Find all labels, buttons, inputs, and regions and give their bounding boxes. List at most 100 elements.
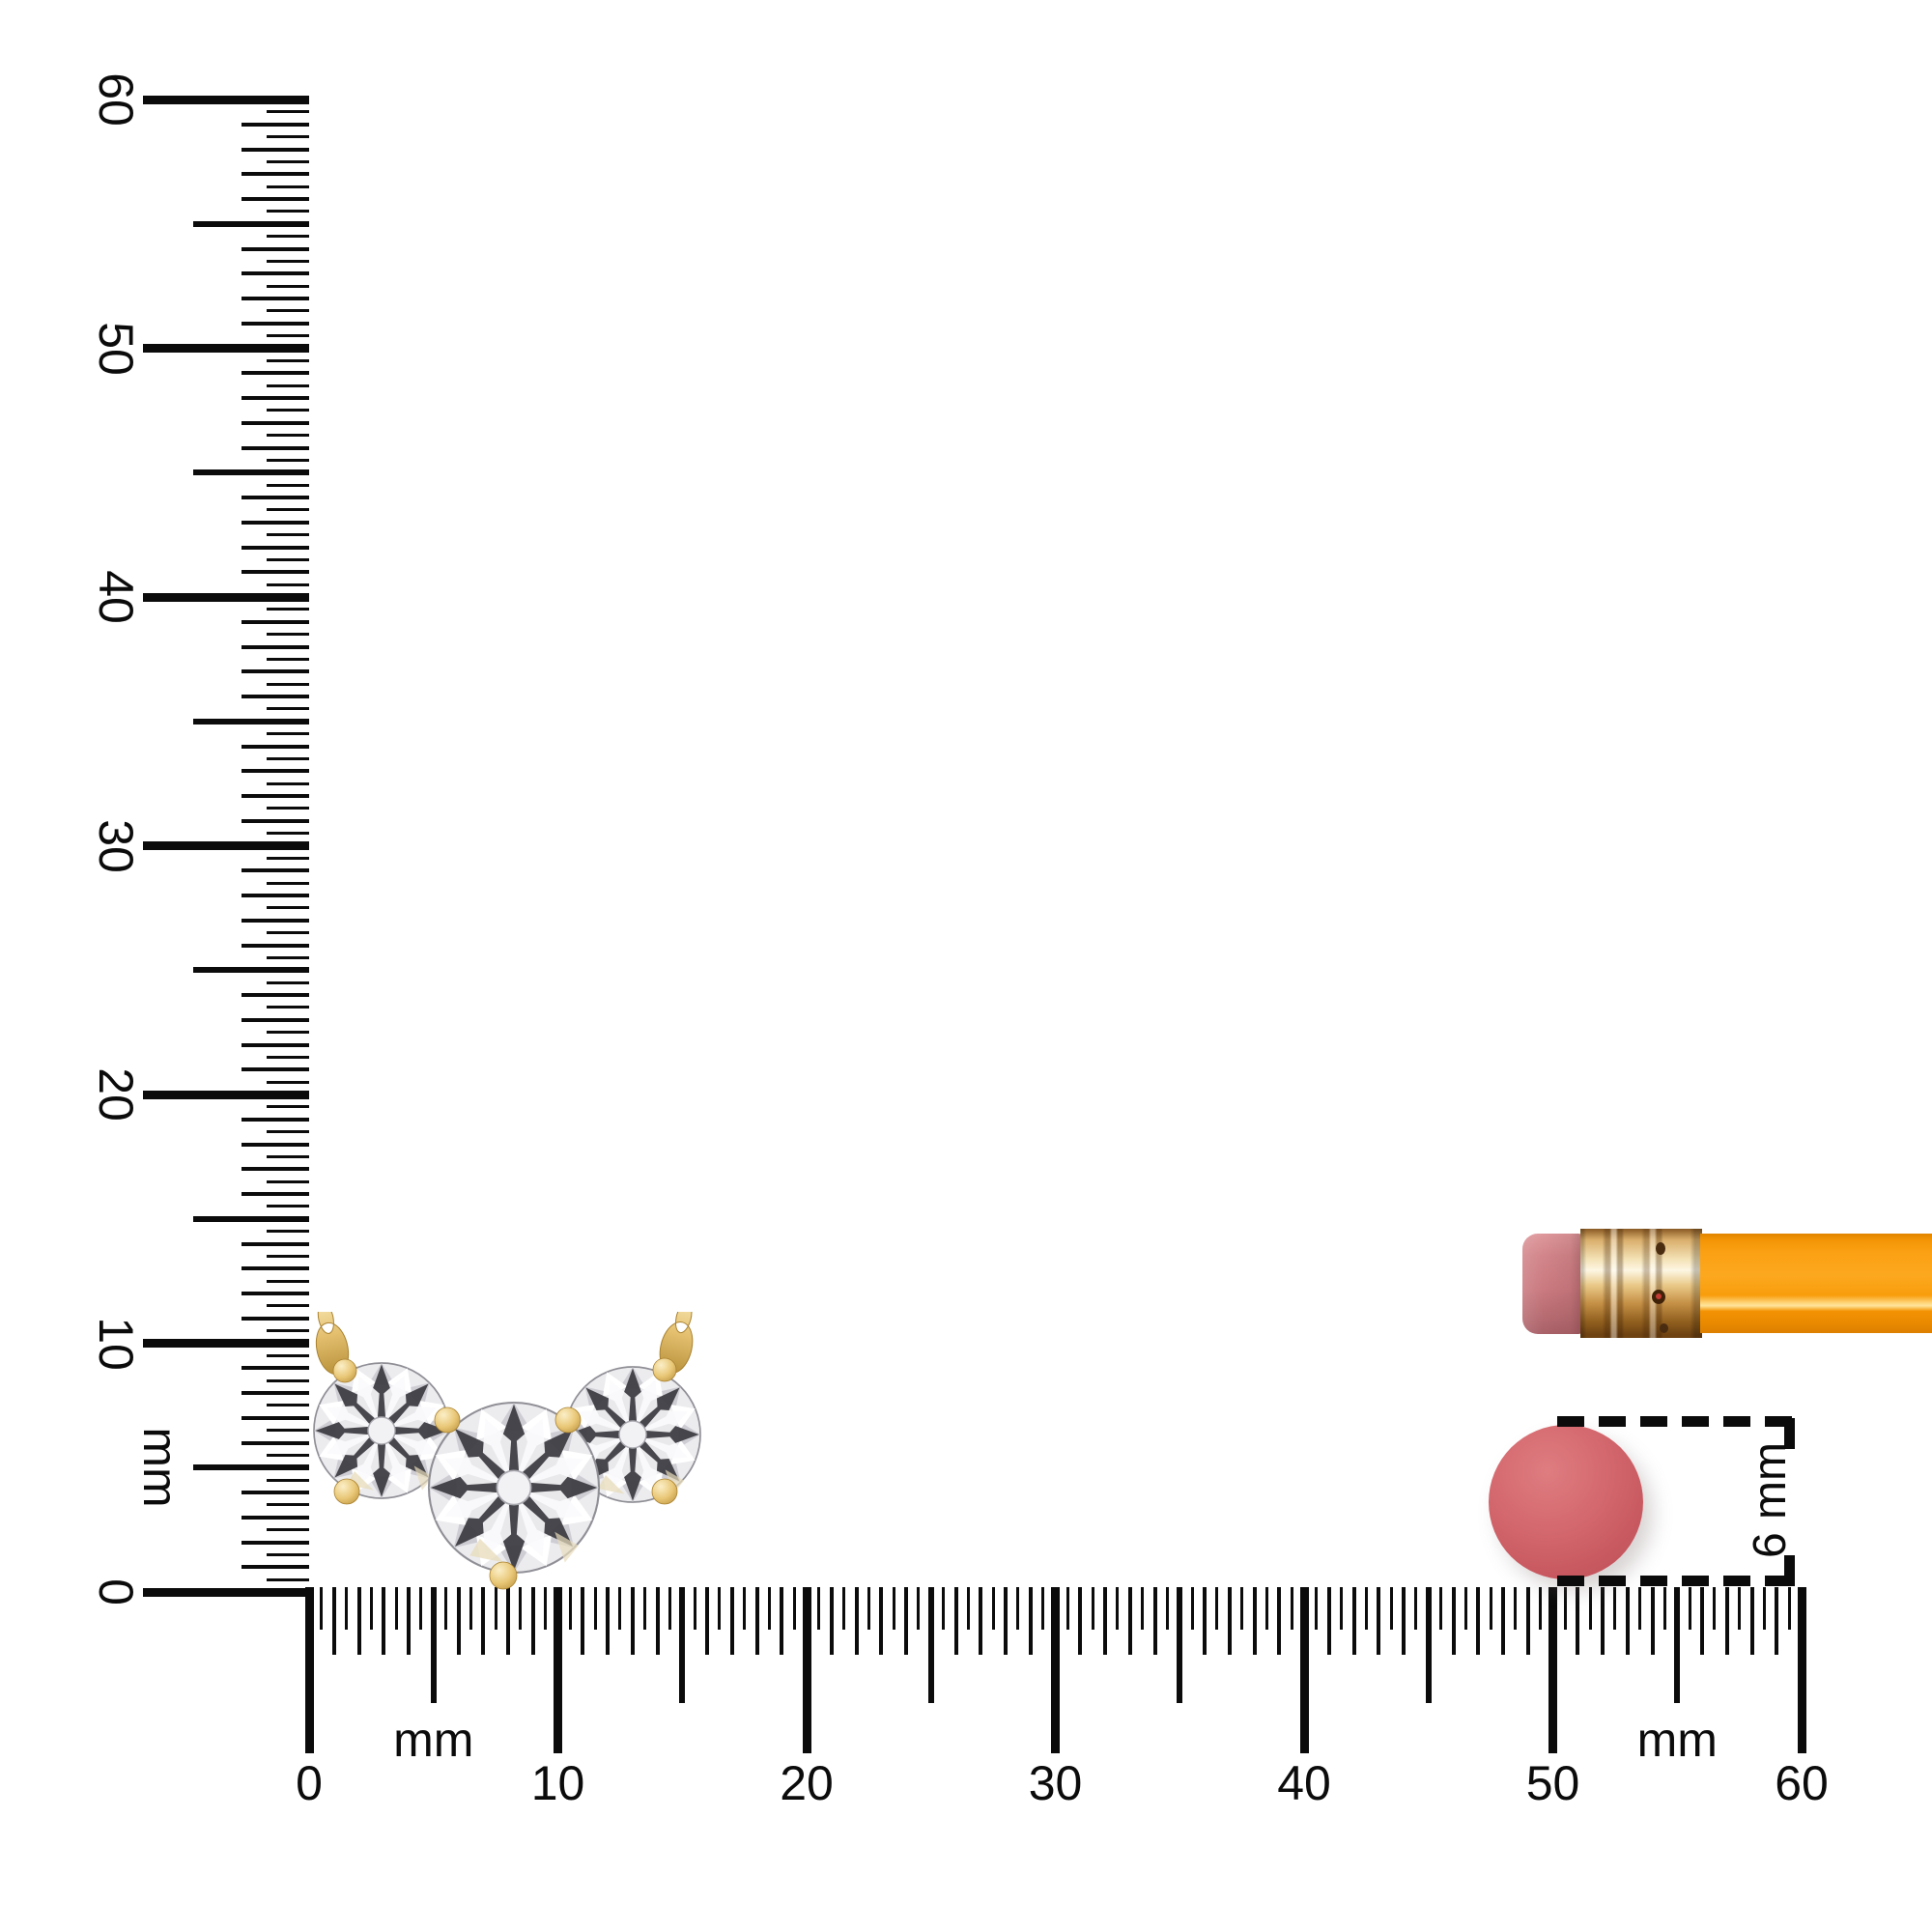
- horizontal-ruler-tick: [1051, 1587, 1060, 1753]
- vertical-ruler-tick: [242, 545, 309, 550]
- horizontal-ruler-tick: [817, 1587, 821, 1630]
- vertical-ruler-tick: [242, 1167, 309, 1172]
- horizontal-ruler-tick: [892, 1587, 895, 1630]
- horizontal-ruler-tick: [1315, 1587, 1319, 1630]
- horizontal-ruler-tick: [780, 1587, 784, 1655]
- vertical-ruler-tick: [242, 420, 309, 425]
- vertical-ruler-tick: [242, 918, 309, 923]
- horizontal-ruler-tick: [1787, 1587, 1791, 1630]
- gold-prongs: [332, 1357, 678, 1590]
- horizontal-ruler-tick: [382, 1587, 386, 1655]
- vertical-ruler-tick: [267, 1503, 309, 1507]
- vertical-ruler-number-30: 30: [89, 818, 143, 873]
- vertical-ruler-tick: [267, 633, 309, 637]
- vertical-ruler-tick: [242, 1042, 309, 1047]
- vertical-ruler-tick: [143, 95, 309, 104]
- horizontal-ruler-tick: [554, 1587, 562, 1753]
- vertical-ruler-tick: [267, 1105, 309, 1109]
- vertical-ruler-tick: [267, 1205, 309, 1208]
- vertical-ruler-tick: [267, 1179, 309, 1183]
- vertical-ruler-tick: [267, 732, 309, 736]
- vertical-ruler-tick: [267, 1031, 309, 1035]
- vertical-ruler-tick: [267, 334, 309, 338]
- vertical-ruler-tick: [267, 1304, 309, 1308]
- horizontal-ruler-tick: [1688, 1587, 1691, 1630]
- horizontal-ruler-tick: [1662, 1587, 1666, 1630]
- horizontal-ruler-number-0: 0: [296, 1756, 323, 1810]
- vertical-ruler-tick: [267, 1453, 309, 1457]
- vertical-ruler-tick: [267, 682, 309, 686]
- horizontal-ruler-tick: [1476, 1587, 1481, 1655]
- horizontal-ruler-tick: [991, 1587, 995, 1630]
- vertical-ruler-tick: [193, 718, 309, 724]
- vertical-ruler-tick: [267, 557, 309, 561]
- horizontal-ruler-tick: [394, 1587, 398, 1630]
- vertical-ruler-tick: [242, 570, 309, 575]
- vertical-ruler-tick: [267, 159, 309, 163]
- horizontal-ruler-tick: [1004, 1587, 1008, 1655]
- horizontal-ruler-tick: [544, 1587, 548, 1630]
- horizontal-ruler-tick: [1451, 1587, 1456, 1655]
- horizontal-ruler-tick: [729, 1587, 734, 1655]
- eraser-disc: [1489, 1425, 1643, 1579]
- vertical-ruler-tick: [267, 135, 309, 139]
- vertical-ruler-tick: [267, 1378, 309, 1382]
- horizontal-ruler-tick: [1326, 1587, 1331, 1655]
- vertical-ruler-tick: [267, 657, 309, 661]
- horizontal-ruler-tick: [481, 1587, 486, 1655]
- pencil-body: [1700, 1234, 1932, 1333]
- horizontal-ruler-tick: [430, 1587, 437, 1703]
- vertical-ruler-unit-label: mm: [133, 1427, 187, 1508]
- horizontal-ruler-number-30: 30: [1028, 1756, 1083, 1810]
- measure-line-bottom-end: [1784, 1555, 1795, 1586]
- horizontal-ruler-tick: [917, 1587, 921, 1630]
- horizontal-ruler-tick: [966, 1587, 970, 1630]
- horizontal-ruler-tick: [456, 1587, 461, 1655]
- horizontal-ruler-tick: [630, 1587, 635, 1655]
- horizontal-ruler-tick: [1364, 1587, 1368, 1630]
- horizontal-ruler-tick: [705, 1587, 709, 1655]
- horizontal-ruler-tick: [1091, 1587, 1094, 1630]
- horizontal-ruler-tick: [1351, 1587, 1356, 1655]
- horizontal-ruler-tick: [1439, 1587, 1443, 1630]
- measure-line-bottom: [1557, 1576, 1795, 1586]
- vertical-ruler-tick: [242, 520, 309, 525]
- horizontal-ruler-tick: [1078, 1587, 1083, 1655]
- vertical-ruler-tick: [242, 396, 309, 400]
- horizontal-ruler-tick: [1797, 1587, 1806, 1753]
- vertical-ruler-tick: [267, 1478, 309, 1482]
- horizontal-ruler-number-60: 60: [1775, 1756, 1829, 1810]
- horizontal-ruler-tick: [1775, 1587, 1779, 1655]
- horizontal-ruler-tick: [369, 1587, 373, 1630]
- horizontal-ruler-tick: [1463, 1587, 1467, 1630]
- horizontal-ruler-tick: [606, 1587, 610, 1655]
- horizontal-ruler-tick: [1625, 1587, 1630, 1655]
- horizontal-ruler-tick: [904, 1587, 908, 1655]
- vertical-ruler-tick: [242, 1316, 309, 1321]
- horizontal-ruler-tick: [1177, 1587, 1183, 1703]
- horizontal-ruler-tick: [1749, 1587, 1754, 1655]
- horizontal-ruler-tick: [668, 1587, 671, 1630]
- vertical-ruler-tick: [267, 1329, 309, 1333]
- horizontal-ruler-tick: [304, 1587, 314, 1753]
- vertical-ruler-tick: [143, 841, 309, 850]
- diamond-pendant: [309, 1312, 715, 1590]
- vertical-ruler-tick: [267, 483, 309, 487]
- horizontal-ruler-tick: [1016, 1587, 1020, 1630]
- vertical-ruler-tick: [267, 434, 309, 438]
- vertical-ruler-tick: [242, 1491, 309, 1494]
- vertical-ruler-tick: [143, 1339, 309, 1348]
- vertical-ruler-number-50: 50: [89, 321, 143, 376]
- vertical-ruler-tick: [242, 868, 309, 873]
- vertical-ruler-tick: [267, 309, 309, 313]
- horizontal-ruler-tick: [743, 1587, 747, 1630]
- vertical-ruler-tick: [267, 1429, 309, 1433]
- vertical-ruler-tick: [193, 1464, 309, 1471]
- vertical-ruler-tick: [242, 695, 309, 698]
- vertical-ruler-tick: [242, 297, 309, 300]
- horizontal-ruler-tick: [792, 1587, 796, 1630]
- horizontal-ruler-tick: [842, 1587, 846, 1630]
- pencil: [1522, 1229, 1932, 1338]
- vertical-ruler-tick: [267, 582, 309, 586]
- vertical-ruler-tick: [242, 894, 309, 897]
